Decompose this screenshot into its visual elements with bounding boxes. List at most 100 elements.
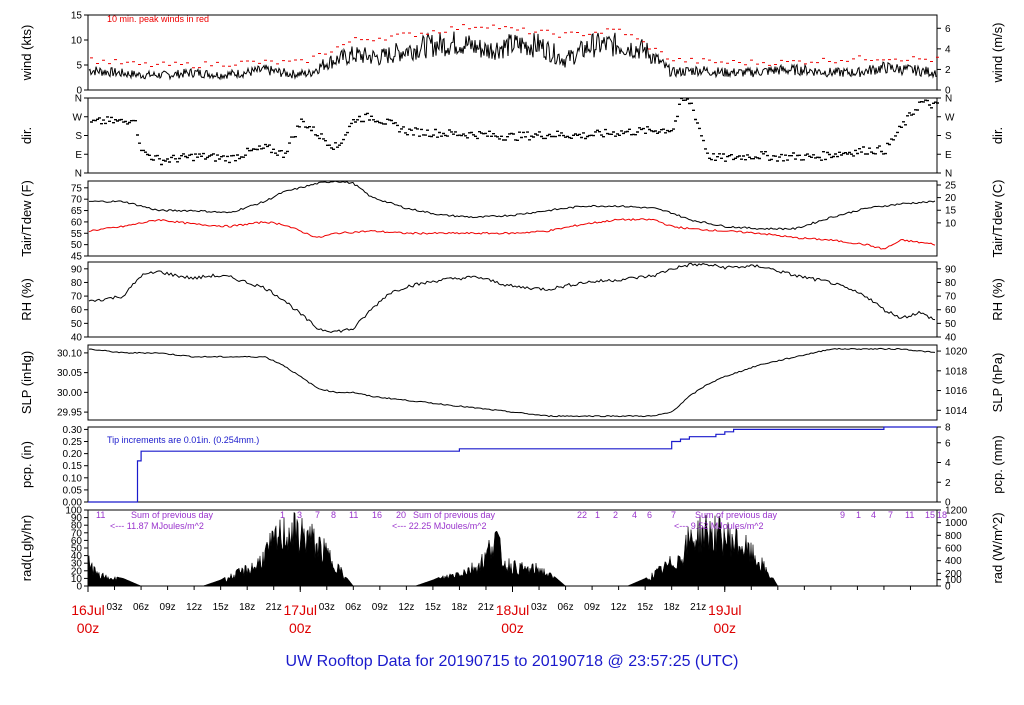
slp-ylabel-right: SLP (hPa) [990, 353, 1005, 413]
temp-ytick-label-left: 45 [71, 252, 83, 263]
x-day-label: 19Jul [708, 602, 741, 618]
wind-ytick-label-left: 15 [71, 11, 83, 22]
x-tick-label: 12z [611, 602, 627, 613]
slp-ytick-label-right: 1018 [945, 366, 968, 377]
x-tick-label: 03z [319, 602, 335, 613]
rad-daily-sum-label: Sum of previous day [695, 510, 778, 520]
x-day-label: 16Jul [71, 602, 104, 618]
dir-ylabel-left: dir. [19, 127, 34, 144]
rad-ytick-label-right: 0 [945, 582, 951, 593]
rad-hour-marker: 6 [647, 510, 652, 520]
dir-ytick-label-left: W [73, 112, 83, 123]
dir-ytick-label-right: W [945, 112, 955, 123]
wind-ylabel-left: wind (kts) [19, 25, 34, 82]
dir-ytick-label-right: S [945, 131, 952, 142]
rad-daily-sum-value: <--- 11.87 MJoules/m^2 [110, 521, 204, 531]
rh-ytick-label-left: 50 [71, 319, 83, 330]
rad-hour-marker: 7 [671, 510, 676, 520]
slp-ytick-label-right: 1016 [945, 386, 968, 397]
x-tick-label: 03z [106, 602, 122, 613]
dir-ytick-label-right: E [945, 150, 952, 161]
dir-ytick-label-left: N [75, 169, 82, 180]
rad-ytick-label-left: 0 [76, 582, 82, 593]
pcp-ytick-label-left: 0.15 [63, 461, 83, 472]
x-tick-label: 18z [239, 602, 255, 613]
rad-ytick-label-left: 90 [71, 513, 83, 524]
rh-ytick-label-right: 60 [945, 305, 957, 316]
temp-ytick-label-right: 20 [945, 193, 957, 204]
x-day-label: 18Jul [496, 602, 529, 618]
wind-ytick-label-left: 10 [71, 36, 83, 47]
rad-ytick-label-left: 20 [71, 566, 83, 577]
wind-peak-marks [90, 24, 939, 69]
rad-hour-marker: 20 [396, 510, 406, 520]
temp-panel-frame [87, 180, 938, 257]
rad-ytick-label-right: 400 [945, 556, 962, 567]
rad-daily-sum-label: Sum of previous day [413, 510, 496, 520]
temp-ylabel-right: Tair/Tdew (C) [990, 179, 1005, 257]
pcp-ylabel-left: pcp. (in) [19, 441, 34, 488]
slp-ylabel-left: SLP (inHg) [19, 351, 34, 414]
rad-hour-marker: 11 [905, 510, 914, 520]
rad-hour-marker: 15 [925, 510, 935, 520]
slp-ytick-label-left: 30.00 [57, 388, 82, 399]
pcp-ytick-label-left: 0.10 [63, 473, 83, 484]
wind-ylabel-right: wind (m/s) [990, 23, 1005, 84]
pcp-ylabel-right: pcp. (mm) [990, 435, 1005, 494]
rad-hour-marker: 1 [856, 510, 861, 520]
rad-ytick-label-right: 1200 [945, 506, 968, 517]
precip-step-line [88, 426, 937, 503]
rad-daily-sum-value: <--- 22.25 MJoules/m^2 [392, 521, 487, 531]
rad-hour-marker: 2 [613, 510, 618, 520]
rh-ylabel-right: RH (%) [990, 278, 1005, 321]
dir-ylabel-right: dir. [990, 127, 1005, 144]
rad-hour-marker: 4 [632, 510, 637, 520]
slp-ytick-label-left: 30.10 [57, 348, 82, 359]
rad-hour-marker: 18 [937, 510, 947, 520]
rh-ytick-label-left: 70 [71, 292, 83, 303]
rad-hour-marker: 1 [595, 510, 600, 520]
x-tick-label: 15z [213, 602, 229, 613]
temp-ytick-label-left: 60 [71, 217, 83, 228]
x-tick-label: 15z [425, 602, 441, 613]
rad-ytick-label-left: 30 [71, 559, 83, 570]
pcp-ytick-label-right: 8 [945, 423, 951, 434]
rad-hour-marker: 3 [297, 510, 302, 520]
rh-ytick-label-right: 40 [945, 333, 957, 344]
rh-ytick-label-left: 60 [71, 305, 83, 316]
temp-ytick-label-right: 15 [945, 206, 957, 217]
rh-ytick-label-right: 80 [945, 278, 957, 289]
pcp-ytick-label-left: 0.00 [63, 498, 83, 509]
rad-hour-marker: 22 [577, 510, 587, 520]
dir-panel-frame [87, 97, 938, 174]
x-tick-label: 06z [345, 602, 361, 613]
x-tick-label: 12z [186, 602, 202, 613]
x-tick-label: 21z [266, 602, 282, 613]
rad-hour-marker: 9 [840, 510, 845, 520]
pcp-ytick-label-left: 0.20 [63, 449, 83, 460]
rh-ytick-label-left: 90 [71, 264, 83, 275]
rad-ytick-label-left: 40 [71, 551, 83, 562]
temp-ytick-label-left: 55 [71, 229, 83, 240]
rad-ytick-label-right: 600 [945, 544, 962, 555]
rad-ytick-label-left: 100 [65, 506, 82, 517]
rad-ytick-label-left: 70 [71, 528, 83, 539]
x-tick-label: 18z [451, 602, 467, 613]
rad-hour-marker: 8 [331, 510, 336, 520]
rad-ytick-label-left: 10 [71, 574, 83, 585]
x-tick-label: 18z [664, 602, 680, 613]
x-day-label: 17Jul [284, 602, 317, 618]
x-day-hour-label: 00z [289, 620, 312, 636]
rad-ylabel-left: rad(Lgly/hr) [19, 515, 34, 581]
x-tick-label: 12z [398, 602, 414, 613]
x-day-hour-label: 00z [77, 620, 100, 636]
rh-ytick-label-right: 70 [945, 292, 957, 303]
wind-speed-line [88, 31, 937, 81]
pcp-ytick-label-left: 0.30 [63, 425, 83, 436]
x-tick-label: 06z [133, 602, 149, 613]
x-tick-label: 15z [637, 602, 653, 613]
rad-ytick-label-right: 1000 [945, 518, 968, 529]
rad-ytick-label-right: 800 [945, 531, 962, 542]
rad-daily-sum-value: <--- 9.52 MJoules/m^2 [674, 521, 764, 531]
temp-ytick-label-left: 50 [71, 240, 83, 251]
